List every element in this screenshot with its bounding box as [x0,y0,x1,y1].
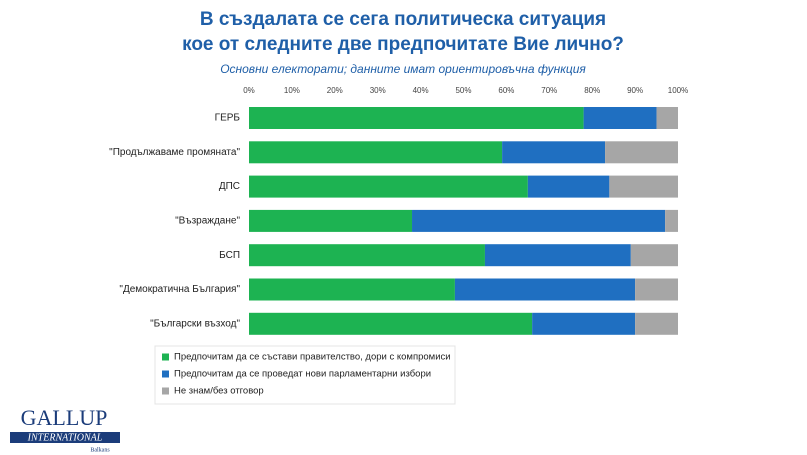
bar-segment [635,278,678,301]
bar-segment [249,209,413,232]
x-tick-label: 90% [627,86,643,95]
x-tick-label: 0% [243,86,255,95]
bar-segment [484,244,631,267]
y-tick-label: ДПС [219,181,240,192]
bar-segment [532,312,636,335]
y-tick-label: БСП [219,250,240,261]
chart-subtitle: Основни електорати; данните имат ориенти… [220,62,586,76]
bar-segment [249,278,455,301]
legend-swatch [162,370,169,378]
logo-name: GALLUP [21,405,108,430]
logo: GALLUP INTERNATIONAL Balkans [10,405,120,453]
bar-segment [502,141,606,164]
y-tick-label: "Демократична България" [119,284,240,295]
y-tick-label: "Продължаваме промяната" [109,147,240,158]
y-tick-label: "Български възход" [150,318,240,329]
legend-box [154,345,456,405]
legend-label: Не знам/без отговор [174,386,264,397]
bar-segment [454,278,636,301]
x-tick-label: 30% [370,86,386,95]
x-tick-label: 50% [455,86,471,95]
bar-segment [665,209,678,232]
legend-label: Предпочитам да се проведат нови парламен… [174,369,431,380]
bar-segment [249,175,528,198]
bar-segment [249,107,584,129]
legend-swatch [162,353,169,361]
y-tick-label: ГЕРБ [215,113,241,124]
chart-title: В създалата се сега политическа ситуация [200,9,606,30]
bar-segment [527,175,610,198]
x-tick-label: 100% [668,86,688,95]
legend-label: Предпочитам да се състави правителство, … [174,352,451,363]
bar-segment [583,107,657,129]
bar-segment [412,209,666,232]
logo-region: Balkans [90,447,110,453]
x-tick-label: 40% [413,86,429,95]
bar-segment [605,141,678,164]
y-tick-label: "Възраждане" [175,216,240,227]
bar-segment [656,107,678,129]
bar-segment [249,244,485,267]
bar-segment [609,175,678,198]
x-tick-label: 20% [327,86,343,95]
logo-band-text: INTERNATIONAL [27,432,103,443]
bar-segment [249,141,503,164]
chart-title: кое от следните две предпочитате Вие лич… [182,34,624,55]
x-tick-label: 60% [498,86,514,95]
logo-band [10,432,120,443]
legend-swatch [162,387,169,395]
x-tick-label: 70% [541,86,557,95]
x-tick-label: 10% [284,86,300,95]
bar-segment [630,244,678,267]
x-tick-label: 80% [584,86,600,95]
bar-segment [249,312,533,335]
bar-segment [635,312,678,335]
